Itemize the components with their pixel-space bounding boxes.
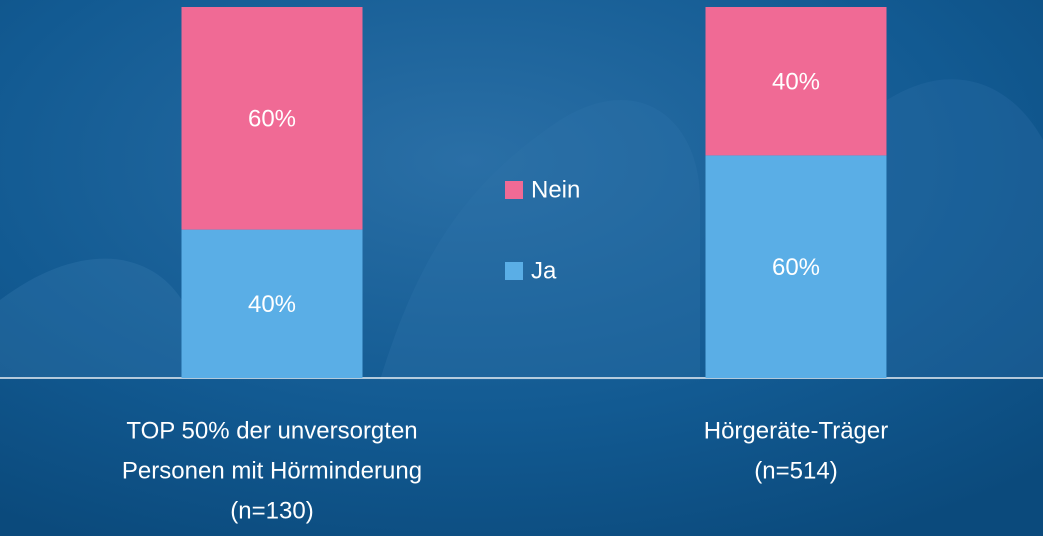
bar-segment [705, 7, 887, 156]
background-shape [0, 258, 182, 378]
x-tick-label: (n=130) [230, 497, 313, 524]
data-label: 40% [772, 69, 820, 96]
x-tick-label: TOP 50% der unversorgten [126, 417, 417, 444]
background-shape [887, 79, 1043, 378]
legend-swatch [505, 262, 523, 280]
background-shape [380, 99, 700, 380]
data-label: 60% [248, 106, 296, 133]
data-label: 60% [772, 254, 820, 281]
x-tick-label: Personen mit Hörminderung [122, 457, 422, 484]
bar-segment [705, 155, 887, 378]
x-tick-label: (n=514) [754, 457, 837, 484]
data-label: 40% [248, 291, 296, 318]
legend-label: Nein [531, 176, 580, 203]
x-tick-label: Hörgeräte-Träger [704, 417, 889, 444]
legend-label: Ja [531, 257, 557, 284]
legend-swatch [505, 181, 523, 199]
bar-segment [181, 229, 363, 378]
bar-segment [181, 7, 363, 230]
